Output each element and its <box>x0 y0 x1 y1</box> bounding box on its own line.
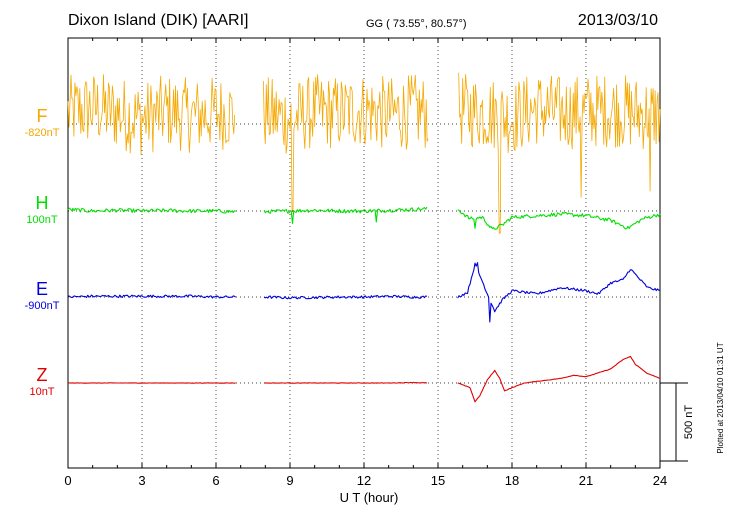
x-tick-label: 6 <box>212 473 219 488</box>
x-axis-label: U T (hour) <box>340 490 399 505</box>
series-name: E <box>35 279 48 299</box>
date-label: 2013/03/10 <box>577 12 658 29</box>
x-tick-label: 9 <box>286 473 293 488</box>
series-baseline-label: -900nT <box>24 300 60 312</box>
series-name: H <box>35 193 49 213</box>
series-line-z <box>67 355 661 403</box>
series-line-e <box>67 262 661 323</box>
x-tick-label: 3 <box>138 473 145 488</box>
series-line-f <box>67 72 661 234</box>
series-name: F <box>36 106 48 126</box>
series-name: Z <box>36 365 48 385</box>
x-tick-label: 12 <box>357 473 371 488</box>
row-label-h: H 100nT <box>4 193 64 226</box>
x-tick-label: 18 <box>505 473 519 488</box>
x-tick-label: 0 <box>64 473 71 488</box>
row-label-f: F -820nT <box>4 106 64 139</box>
series-line-h <box>67 206 661 230</box>
station-coords: GG ( 73.55°, 80.57°) <box>366 18 467 30</box>
x-tick-label: 21 <box>579 473 593 488</box>
row-label-z: Z 10nT <box>4 365 64 398</box>
series-baseline-label: 100nT <box>26 214 58 226</box>
series-baseline-label: 10nT <box>29 386 55 398</box>
series-baseline-label: -820nT <box>24 127 60 139</box>
plotted-note: Plotted at 2013/04/10 01:31 UT <box>716 342 725 453</box>
x-tick-label: 24 <box>653 473 667 488</box>
row-label-e: E -900nT <box>4 279 64 312</box>
x-tick-label: 15 <box>431 473 445 488</box>
scale-bar-label: 500 nT <box>683 405 695 440</box>
station-title: Dixon Island (DIK) [AARI] <box>68 12 249 29</box>
